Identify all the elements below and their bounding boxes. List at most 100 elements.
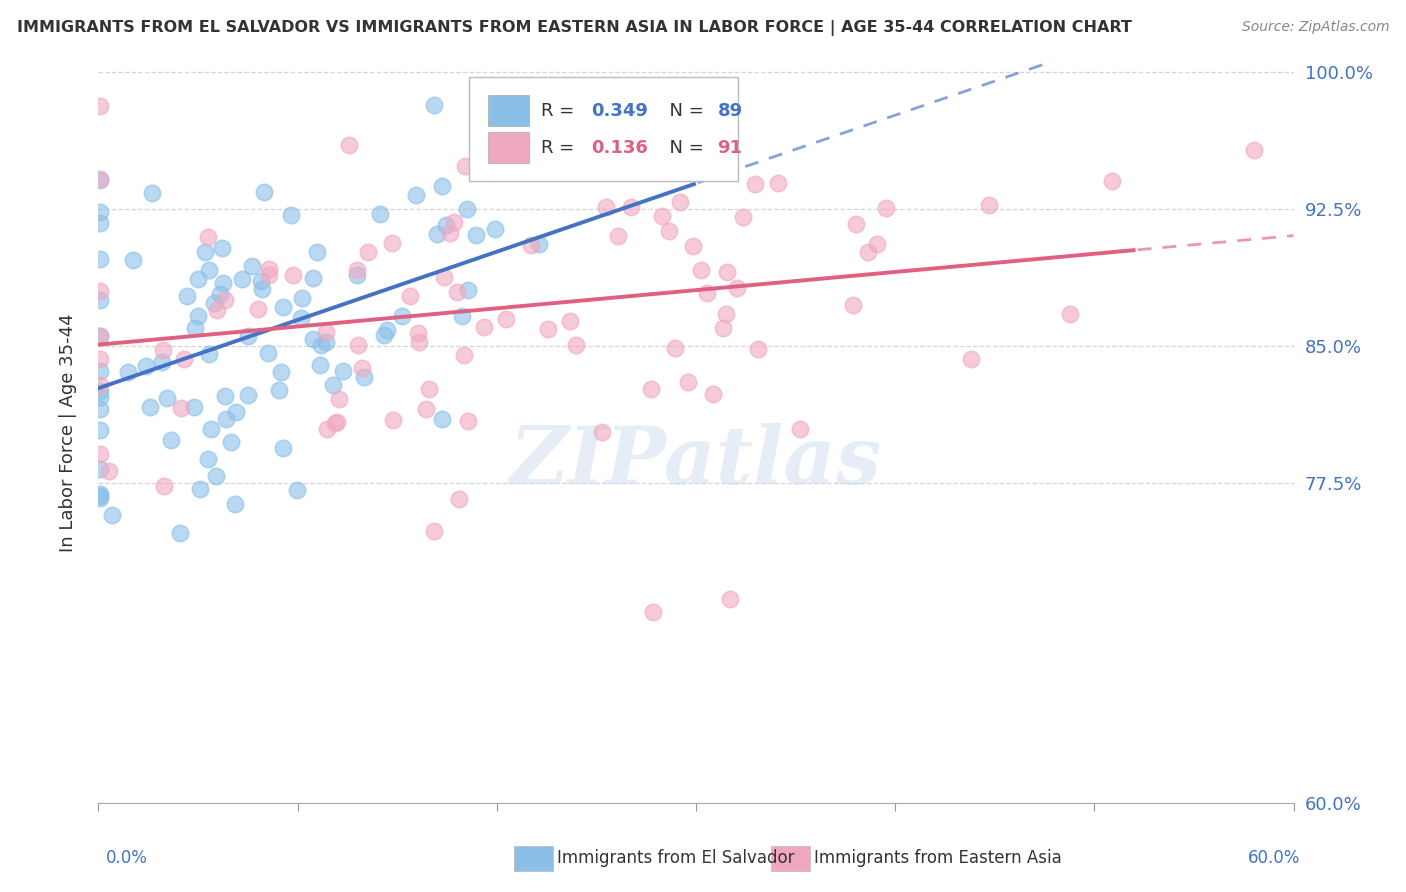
Point <box>156 391 179 405</box>
Point <box>747 342 769 356</box>
Point <box>170 401 193 416</box>
Point <box>247 301 270 316</box>
Point <box>197 230 219 244</box>
Point <box>606 228 628 243</box>
Point <box>495 311 517 326</box>
Point <box>467 152 489 166</box>
Point <box>89 252 111 266</box>
Point <box>302 271 325 285</box>
FancyBboxPatch shape <box>470 78 738 181</box>
Point <box>405 188 427 202</box>
Point <box>450 310 472 324</box>
Point <box>98 464 121 478</box>
Point <box>169 526 191 541</box>
Point <box>198 347 221 361</box>
Point <box>353 369 375 384</box>
Point <box>658 224 681 238</box>
Point <box>408 335 430 350</box>
Point <box>301 332 323 346</box>
Point <box>236 329 259 343</box>
Point <box>716 265 738 279</box>
Point <box>676 375 699 389</box>
Point <box>89 329 111 343</box>
Point <box>558 314 581 328</box>
Point <box>280 208 302 222</box>
Point <box>430 179 453 194</box>
Point <box>664 342 686 356</box>
Point <box>207 302 229 317</box>
Text: 0.136: 0.136 <box>591 138 648 157</box>
Point <box>423 524 446 538</box>
Point <box>271 441 294 455</box>
Point <box>273 300 295 314</box>
Point <box>152 343 174 358</box>
Point <box>224 497 246 511</box>
Point <box>89 216 111 230</box>
Point <box>211 276 233 290</box>
Point <box>519 237 541 252</box>
Point <box>139 400 162 414</box>
Point <box>537 322 560 336</box>
Point <box>267 383 290 397</box>
Point <box>465 228 488 243</box>
Point <box>381 413 404 427</box>
Point <box>696 286 718 301</box>
Point <box>197 452 219 467</box>
Text: R =: R = <box>541 138 579 157</box>
Point <box>643 605 665 619</box>
Point <box>89 390 111 404</box>
Point <box>183 400 205 414</box>
Point <box>89 489 111 503</box>
Point <box>447 491 470 506</box>
Text: Source: ZipAtlas.com: Source: ZipAtlas.com <box>1241 20 1389 34</box>
Point <box>290 311 312 326</box>
Point <box>866 237 889 252</box>
Point <box>287 483 309 498</box>
Point <box>454 160 477 174</box>
Point <box>153 479 176 493</box>
Point <box>250 281 273 295</box>
Point <box>89 423 111 437</box>
Text: Immigrants from El Salvador: Immigrants from El Salvador <box>557 849 794 867</box>
Point <box>89 446 111 460</box>
FancyBboxPatch shape <box>488 132 529 163</box>
Text: Immigrants from Eastern Asia: Immigrants from Eastern Asia <box>814 849 1062 867</box>
Point <box>591 425 613 439</box>
Point <box>368 206 391 220</box>
Point <box>744 178 766 192</box>
Point <box>214 411 236 425</box>
Point <box>89 491 111 506</box>
Point <box>323 416 346 430</box>
Point <box>135 359 157 373</box>
Point <box>257 261 280 276</box>
Point <box>725 281 748 295</box>
Point <box>211 241 233 255</box>
Text: 60.0%: 60.0% <box>1249 849 1301 867</box>
Point <box>270 365 292 379</box>
Point <box>307 245 329 260</box>
Point <box>240 259 263 273</box>
Point <box>456 202 478 216</box>
Point <box>209 286 232 301</box>
Point <box>89 364 111 378</box>
Point <box>89 204 111 219</box>
Point <box>326 415 349 429</box>
Point <box>188 482 211 496</box>
Point <box>595 200 617 214</box>
Point <box>89 98 111 112</box>
Text: 0.0%: 0.0% <box>105 849 148 867</box>
Point <box>565 338 588 352</box>
Point <box>714 307 737 321</box>
Point <box>198 263 221 277</box>
Point <box>457 414 479 428</box>
FancyBboxPatch shape <box>515 846 553 871</box>
Point <box>225 405 247 419</box>
Point <box>205 468 228 483</box>
Point <box>842 298 865 312</box>
Point <box>443 215 465 229</box>
Point <box>337 137 360 152</box>
Point <box>89 172 111 186</box>
Point <box>315 326 337 340</box>
Point <box>231 272 253 286</box>
Point <box>176 289 198 303</box>
